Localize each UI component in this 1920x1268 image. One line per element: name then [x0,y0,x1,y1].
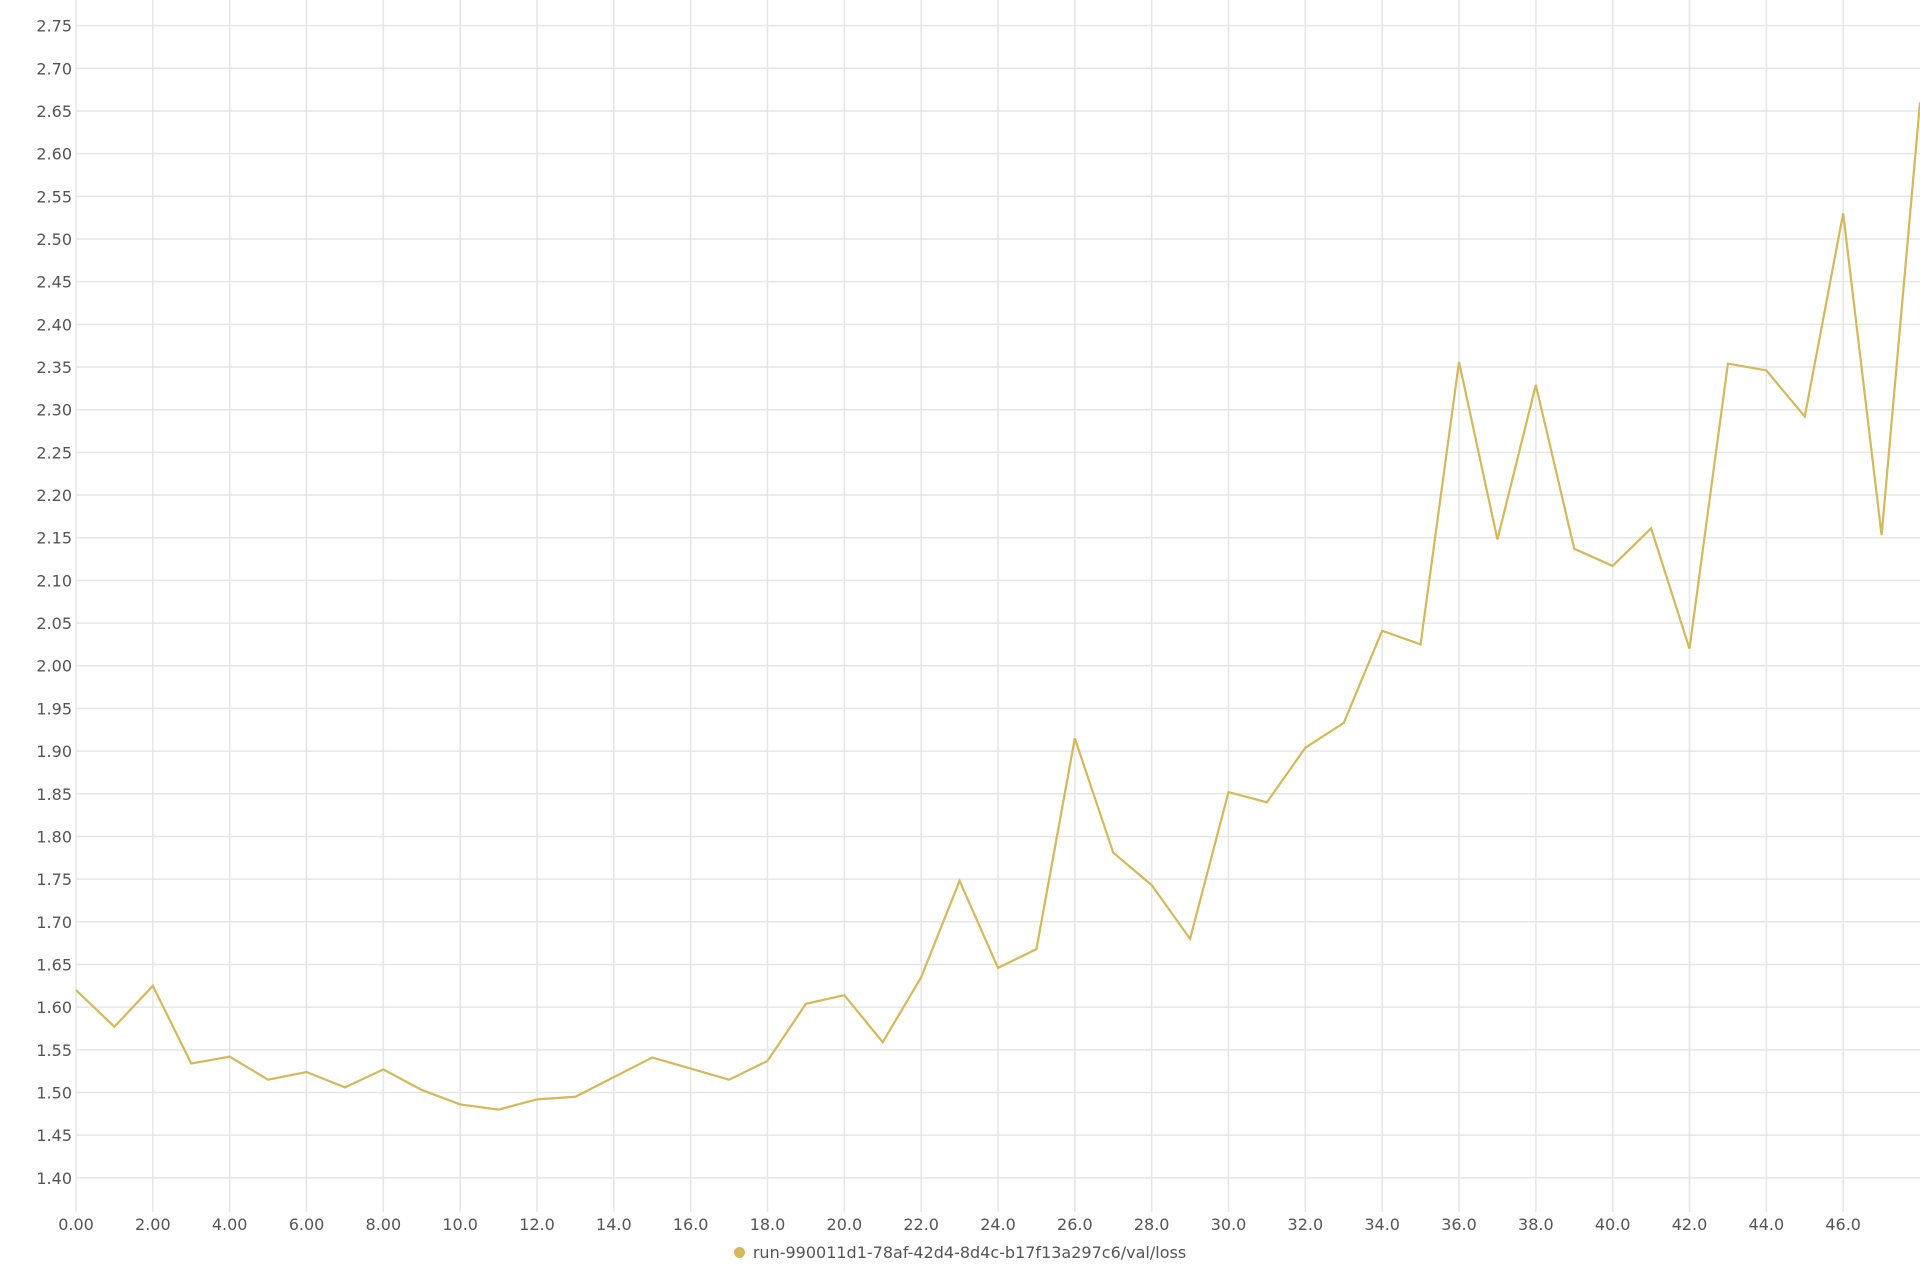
y-tick-label: 1.50 [36,1084,72,1103]
y-tick-label: 2.35 [36,358,72,377]
y-tick-label: 2.10 [36,571,72,590]
y-tick-label: 2.00 [36,657,72,676]
y-tick-label: 2.45 [36,273,72,292]
x-tick-label: 4.00 [212,1215,248,1234]
y-tick-label: 1.55 [36,1041,72,1060]
series-lines [75,102,1920,1111]
y-tick-label: 2.05 [36,614,72,633]
x-tick-label: 2.00 [135,1215,171,1234]
x-tick-label: 8.00 [366,1215,402,1234]
y-tick-label: 2.30 [36,401,72,420]
x-tick-label: 14.0 [596,1215,632,1234]
x-tick-label: 44.0 [1749,1215,1785,1234]
x-tick-label: 46.0 [1825,1215,1861,1234]
x-tick-label: 38.0 [1518,1215,1554,1234]
y-tick-label: 1.75 [36,870,72,889]
y-tick-label: 2.50 [36,230,72,249]
y-axis-ticks: 1.40 1.45 1.50 1.55 1.60 1.65 1.70 1.75 1.80 1.85… [36,17,72,1188]
x-tick-label: 20.0 [827,1215,863,1234]
x-tick-label: 10.0 [442,1215,478,1234]
y-tick-label: 2.40 [36,315,72,334]
y-tick-label: 1.40 [36,1169,72,1188]
y-tick-label: 2.75 [36,17,72,36]
y-tick-label: 1.85 [36,785,72,804]
legend[interactable]: run-990011d1-78af-42d4-8d4c-b17f13a297c6… [0,1240,1920,1264]
y-tick-label: 1.60 [36,998,72,1017]
x-tick-label: 40.0 [1595,1215,1631,1234]
x-tick-label: 32.0 [1288,1215,1324,1234]
x-tick-label: 28.0 [1134,1215,1170,1234]
x-tick-label: 42.0 [1672,1215,1708,1234]
x-tick-label: 30.0 [1211,1215,1247,1234]
x-tick-label: 22.0 [903,1215,939,1234]
x-axis-ticks: 0.00 2.00 4.00 6.00 8.00 10.0 12.0 14.0 16.0 18.0… [58,1215,1861,1234]
x-tick-label: 6.00 [289,1215,325,1234]
x-tick-label: 18.0 [750,1215,786,1234]
chart-canvas: 1.40 1.45 1.50 1.55 1.60 1.65 1.70 1.75 1.80 1.85… [36,0,1920,1234]
x-tick-label: 34.0 [1364,1215,1400,1234]
y-tick-label: 2.65 [36,102,72,121]
y-tick-label: 2.60 [36,145,72,164]
x-tick-label: 12.0 [519,1215,555,1234]
x-tick-label: 24.0 [980,1215,1016,1234]
series-line[interactable] [75,102,1920,1111]
y-tick-label: 1.70 [36,913,72,932]
y-tick-label: 2.70 [36,59,72,78]
y-tick-label: 2.25 [36,443,72,462]
y-tick-label: 1.90 [36,742,72,761]
x-tick-label: 0.00 [58,1215,94,1234]
legend-marker [733,1246,745,1258]
y-tick-label: 1.80 [36,827,72,846]
x-tick-label: 36.0 [1441,1215,1477,1234]
y-tick-label: 2.20 [36,486,72,505]
y-tick-label: 2.55 [36,187,72,206]
y-tick-label: 2.15 [36,529,72,548]
legend-label: run-990011d1-78af-42d4-8d4c-b17f13a297c6… [752,1242,1187,1262]
y-tick-label: 1.65 [36,955,72,974]
x-tick-label: 16.0 [673,1215,709,1234]
x-tick-label: 26.0 [1057,1215,1093,1234]
y-tick-label: 1.95 [36,699,72,718]
y-tick-label: 1.45 [36,1126,72,1145]
grid [75,0,1920,1212]
